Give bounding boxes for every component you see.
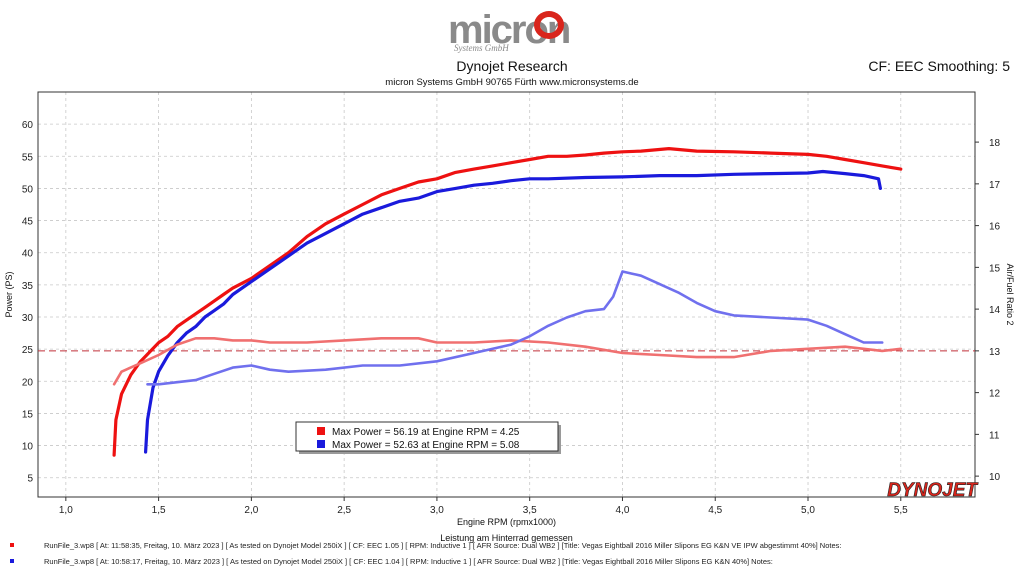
x-axis-label: Engine RPM (rpmx1000) — [457, 517, 556, 527]
y-tick-label: 45 — [22, 217, 34, 228]
y-tick-label: 50 — [22, 184, 34, 195]
y-tick-label: 30 — [22, 313, 34, 324]
x-tick-label: 1,5 — [152, 505, 166, 516]
x-tick-label: 5,0 — [801, 505, 815, 516]
y-right-tick-label: 12 — [989, 389, 1001, 400]
y-right-axis-label: Air/Fuel Ratio 2 — [1005, 263, 1015, 325]
run1-color-marker — [10, 543, 14, 547]
x-tick-label: 3,5 — [523, 505, 537, 516]
y-right-tick-label: 15 — [989, 263, 1001, 274]
logo-subtext: Systems GmbH — [454, 43, 509, 53]
y-tick-label: 25 — [22, 345, 34, 356]
run2-color-marker — [10, 559, 14, 563]
correction-factor-label: CF: EEC Smoothing: 5 — [868, 58, 1010, 74]
afr-run1-line — [112, 337, 903, 386]
y-right-tick-label: 18 — [989, 138, 1001, 149]
run-info-row-1: RunFile_3.wp8 [ At: 11:58:35, Freitag, 1… — [10, 541, 841, 550]
run2-info-text: RunFile_3.wp8 [ At: 10:58:17, Freitag, 1… — [44, 557, 773, 566]
chart-title: Dynojet Research — [456, 58, 568, 74]
y-right-tick-label: 11 — [989, 430, 1000, 441]
x-tick-label: 2,5 — [337, 505, 351, 516]
y-right-tick-label: 10 — [989, 472, 1001, 483]
legend-box — [295, 421, 559, 452]
dynojet-brand-mark: DYNOJET — [887, 480, 978, 501]
y-tick-label: 20 — [22, 377, 34, 388]
x-tick-label: 4,0 — [616, 505, 630, 516]
y-tick-label: 10 — [22, 442, 34, 453]
y-tick-label: 5 — [27, 474, 33, 485]
x-tick-label: 4,5 — [708, 505, 722, 516]
plot-frame — [37, 91, 976, 498]
power-run1-line — [112, 147, 903, 457]
y-right-tick-label: 16 — [989, 222, 1001, 233]
x-tick-label: 1,0 — [59, 505, 73, 516]
legend-entry: Max Power = 52.63 at Engine RPM = 5.08 — [332, 440, 520, 451]
run1-info-text: RunFile_3.wp8 [ At: 11:58:35, Freitag, 1… — [44, 541, 842, 550]
y-right-tick-label: 17 — [989, 180, 1001, 191]
legend-entry: Max Power = 56.19 at Engine RPM = 4.25 — [332, 427, 520, 438]
x-tick-label: 2,0 — [244, 505, 258, 516]
chart-subtitle: micron Systems GmbH 90765 Fürth www.micr… — [385, 77, 639, 88]
x-axis-sublabel: Leistung am Hinterrad gemessen — [440, 533, 573, 543]
run-info-row-2: RunFile_3.wp8 [ At: 10:58:17, Freitag, 1… — [10, 557, 773, 566]
power-run2-line — [144, 169, 882, 454]
y-tick-label: 40 — [22, 249, 34, 260]
y-axis-label: Power (PS) — [4, 271, 14, 317]
legend-swatch — [317, 427, 325, 435]
x-tick-label: 3,0 — [430, 505, 444, 516]
x-tick-label: 5,5 — [894, 505, 908, 516]
y-right-tick-label: 14 — [989, 305, 1001, 316]
y-tick-label: 15 — [22, 409, 34, 420]
y-tick-label: 35 — [22, 281, 34, 292]
y-tick-label: 60 — [22, 120, 34, 131]
afr-run2-line — [146, 270, 884, 386]
logo-ring — [534, 11, 564, 39]
micron-logo: micron Systems GmbH — [448, 8, 578, 54]
y-tick-label: 55 — [22, 152, 34, 163]
y-right-tick-label: 13 — [989, 347, 1001, 358]
legend-swatch — [317, 440, 325, 448]
